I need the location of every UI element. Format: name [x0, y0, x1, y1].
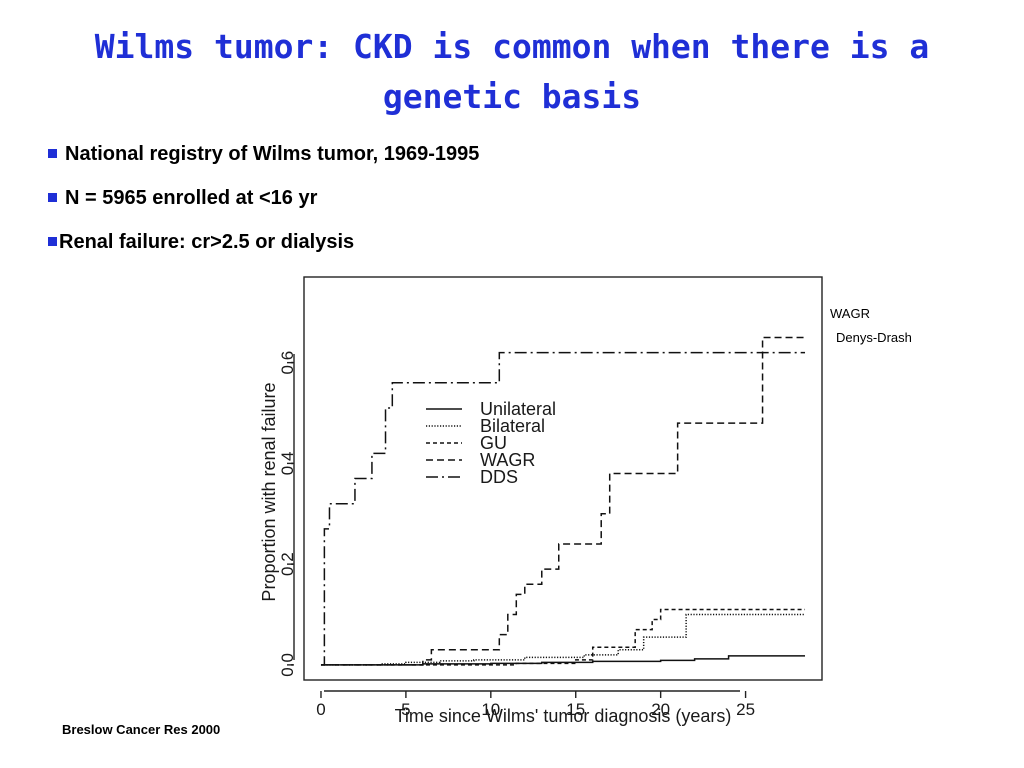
denys-drash-annotation: Denys-Drash: [836, 330, 912, 345]
bullet-item: National registry of Wilms tumor, 1969-1…: [48, 138, 479, 182]
legend-label: Unilateral: [480, 399, 556, 419]
y-tick-label: 0.2: [278, 552, 297, 576]
survival-chart: 0 5 10 15 20 25 0.0 0.2 0.4 0.6 UnilateralBilate…: [259, 276, 823, 726]
bullet-square-icon: [48, 193, 57, 202]
x-tick-label: 25: [736, 700, 755, 719]
wagr-annotation: WAGR: [830, 306, 870, 321]
bullet-item: N = 5965 enrolled at <16 yr: [48, 182, 479, 226]
bullet-text: Renal failure: cr>2.5 or dialysis: [59, 231, 355, 253]
bullet-square-icon: [48, 237, 57, 246]
series-line-wagr: [320, 336, 806, 666]
x-axis-label: Time since Wilms' tumor diagnosis (years…: [395, 706, 732, 726]
series-line-bilateral: [320, 613, 806, 666]
bullet-text: N = 5965 enrolled at <16 yr: [65, 187, 318, 209]
series-line-unilateral: [320, 655, 806, 666]
bullet-text: National registry of Wilms tumor, 1969-1…: [65, 143, 480, 165]
y-tick-label: 0.0: [278, 653, 297, 677]
x-tick-label: 15: [566, 700, 585, 719]
series-line-gu: [320, 608, 806, 666]
series-line-dds: [320, 351, 806, 666]
legend-label: WAGR: [480, 450, 535, 470]
bullet-item: Renal failure: cr>2.5 or dialysis: [48, 226, 479, 270]
x-tick-label: 20: [651, 700, 670, 719]
legend-label: GU: [480, 433, 507, 453]
legend-label: Bilateral: [480, 416, 545, 436]
bullet-list: National registry of Wilms tumor, 1969-1…: [48, 138, 479, 270]
y-tick-label: 0.6: [278, 351, 297, 375]
slide-title: Wilms tumor: CKD is common when there is…: [94, 27, 930, 116]
citation: Breslow Cancer Res 2000: [62, 722, 221, 737]
x-tick-label: 5: [401, 700, 410, 719]
bullet-square-icon: [48, 149, 57, 158]
x-tick-label: 10: [481, 700, 500, 719]
y-axis-label: Proportion with renal failure: [259, 382, 279, 601]
plot-frame: [303, 276, 823, 681]
y-tick-label: 0.4: [278, 452, 297, 476]
x-tick-label: 0: [316, 700, 325, 719]
legend-label: DDS: [480, 467, 518, 487]
